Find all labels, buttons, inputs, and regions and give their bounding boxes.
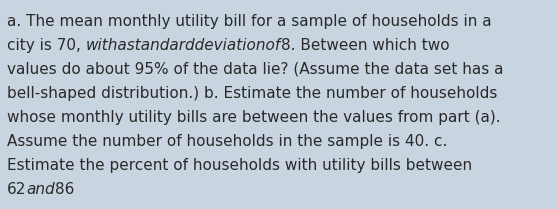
Text: Assume the number of households in the sample is 40. c.: Assume the number of households in the s… [7,134,448,149]
Text: 86: 86 [55,182,74,197]
Text: Estimate the percent of households with utility bills between: Estimate the percent of households with … [7,158,472,173]
Text: withastandarddeviationof: withastandarddeviationof [86,38,281,53]
Text: and: and [26,182,55,197]
Text: bell-shaped distribution.) b. Estimate the number of households: bell-shaped distribution.) b. Estimate t… [7,86,497,101]
Text: whose monthly utility bills are between the values from part (a).: whose monthly utility bills are between … [7,110,501,125]
Text: a. The mean monthly utility bill for a sample of households in a: a. The mean monthly utility bill for a s… [7,14,492,29]
Text: city is 70,: city is 70, [7,38,86,53]
Text: values do about 95% of the data lie? (Assume the data set has a: values do about 95% of the data lie? (As… [7,62,503,77]
Text: 62: 62 [7,182,26,197]
Text: 8. Between which two: 8. Between which two [281,38,450,53]
